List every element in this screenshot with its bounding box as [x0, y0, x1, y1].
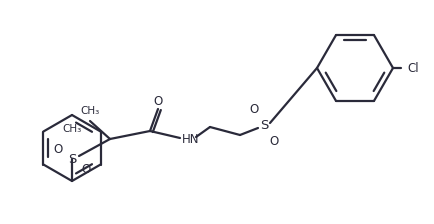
Text: O: O [82, 162, 91, 175]
Text: O: O [250, 103, 259, 116]
Text: S: S [68, 153, 76, 166]
Text: O: O [270, 134, 279, 147]
Text: HN: HN [182, 133, 200, 146]
Text: S: S [260, 118, 268, 131]
Text: CH₃: CH₃ [62, 124, 82, 134]
Text: O: O [153, 95, 163, 108]
Text: CH₃: CH₃ [80, 106, 100, 116]
Text: Cl: Cl [407, 62, 419, 75]
Text: O: O [53, 142, 62, 155]
